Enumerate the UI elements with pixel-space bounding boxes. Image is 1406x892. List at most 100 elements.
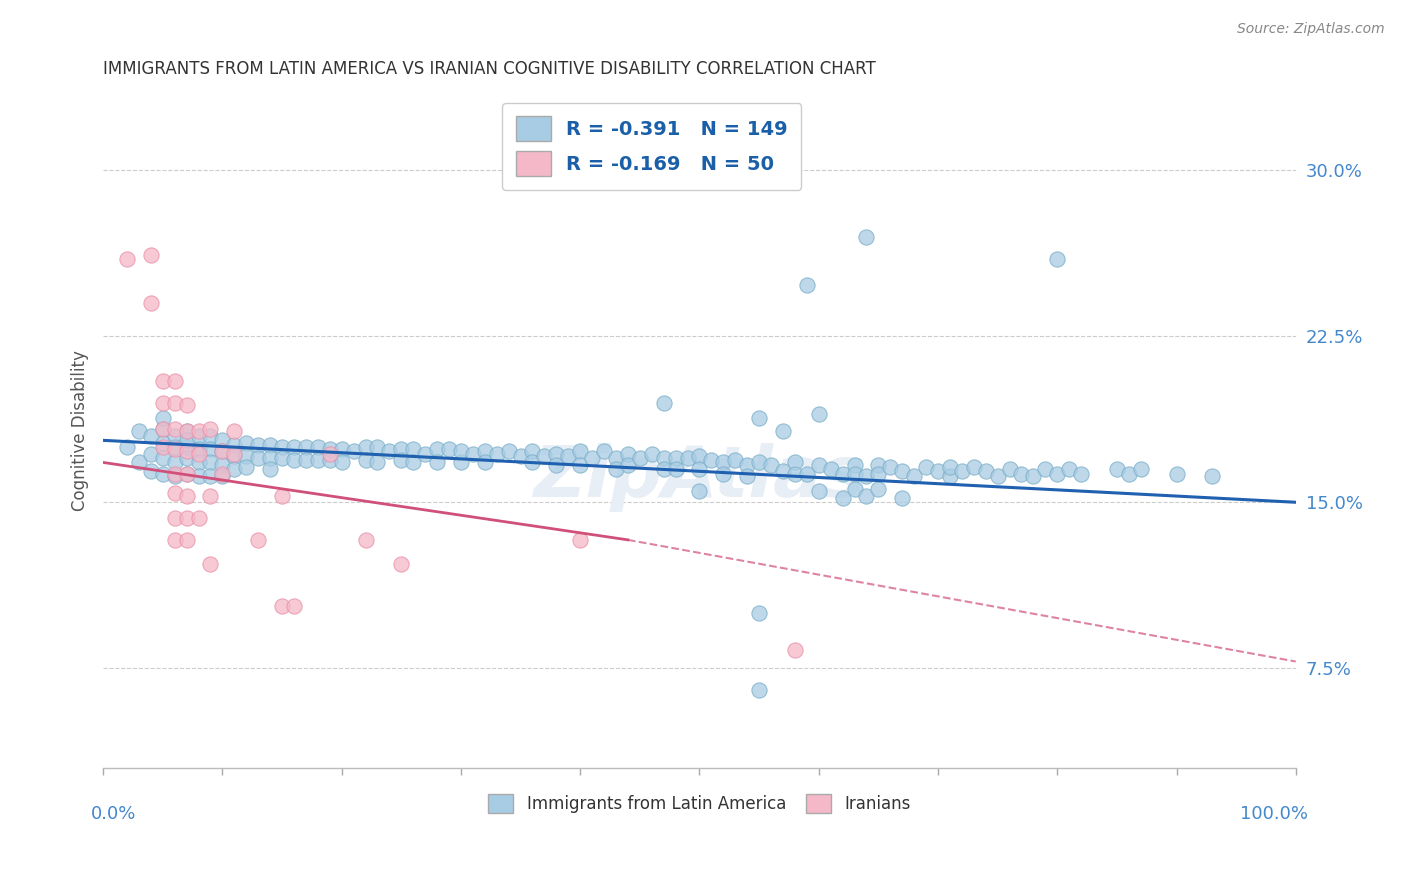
Point bbox=[783, 643, 806, 657]
Point bbox=[295, 440, 318, 454]
Point bbox=[688, 484, 710, 499]
Point bbox=[569, 458, 592, 472]
Point bbox=[354, 533, 377, 547]
Point bbox=[796, 467, 818, 481]
Y-axis label: Cognitive Disability: Cognitive Disability bbox=[72, 350, 89, 511]
Point bbox=[200, 558, 222, 572]
Point bbox=[735, 458, 758, 472]
Point bbox=[402, 442, 425, 457]
Point bbox=[200, 468, 222, 483]
Point bbox=[176, 533, 198, 547]
Point bbox=[366, 440, 388, 454]
Point bbox=[665, 450, 688, 465]
Point bbox=[187, 468, 209, 483]
Point bbox=[128, 425, 150, 439]
Point bbox=[176, 444, 198, 458]
Point bbox=[1046, 467, 1069, 481]
Point bbox=[211, 434, 233, 448]
Point bbox=[211, 444, 233, 458]
Point bbox=[259, 462, 281, 476]
Point bbox=[485, 447, 508, 461]
Point bbox=[855, 468, 877, 483]
Point bbox=[1033, 462, 1056, 476]
Point bbox=[152, 374, 174, 388]
Point bbox=[271, 450, 294, 465]
Point bbox=[998, 462, 1021, 476]
Point bbox=[247, 450, 270, 465]
Point bbox=[271, 440, 294, 454]
Point bbox=[569, 533, 592, 547]
Point bbox=[307, 453, 329, 467]
Point bbox=[378, 444, 401, 458]
Point bbox=[426, 455, 449, 469]
Point bbox=[152, 450, 174, 465]
Text: IMMIGRANTS FROM LATIN AMERICA VS IRANIAN COGNITIVE DISABILITY CORRELATION CHART: IMMIGRANTS FROM LATIN AMERICA VS IRANIAN… bbox=[103, 60, 876, 78]
Point bbox=[868, 458, 890, 472]
Point bbox=[950, 464, 973, 478]
Point bbox=[676, 450, 699, 465]
Point bbox=[879, 459, 901, 474]
Point bbox=[224, 449, 246, 463]
Point bbox=[152, 440, 174, 454]
Point bbox=[593, 444, 616, 458]
Point bbox=[259, 450, 281, 465]
Point bbox=[807, 458, 830, 472]
Point bbox=[796, 278, 818, 293]
Point bbox=[711, 467, 734, 481]
Point bbox=[413, 447, 436, 461]
Point bbox=[927, 464, 949, 478]
Point bbox=[187, 447, 209, 461]
Point bbox=[868, 482, 890, 496]
Point bbox=[987, 468, 1010, 483]
Point bbox=[211, 458, 233, 472]
Point bbox=[163, 429, 186, 443]
Point bbox=[163, 395, 186, 409]
Point bbox=[152, 395, 174, 409]
Point bbox=[295, 453, 318, 467]
Point bbox=[139, 464, 162, 478]
Point bbox=[176, 425, 198, 439]
Point bbox=[163, 422, 186, 436]
Point bbox=[963, 459, 986, 474]
Point bbox=[163, 442, 186, 457]
Point bbox=[569, 444, 592, 458]
Point bbox=[224, 438, 246, 452]
Point bbox=[176, 425, 198, 439]
Point bbox=[652, 395, 675, 409]
Point bbox=[200, 422, 222, 436]
Point bbox=[283, 599, 305, 614]
Point bbox=[247, 438, 270, 452]
Point bbox=[522, 444, 544, 458]
Point bbox=[891, 464, 914, 478]
Point bbox=[461, 447, 484, 461]
Point bbox=[605, 462, 627, 476]
Point bbox=[163, 440, 186, 454]
Point bbox=[176, 489, 198, 503]
Point bbox=[522, 455, 544, 469]
Point bbox=[354, 453, 377, 467]
Point bbox=[176, 467, 198, 481]
Point bbox=[533, 449, 555, 463]
Point bbox=[389, 558, 412, 572]
Point bbox=[807, 484, 830, 499]
Point bbox=[844, 467, 866, 481]
Point bbox=[115, 440, 138, 454]
Point bbox=[628, 450, 651, 465]
Point bbox=[152, 467, 174, 481]
Text: ZipAtlas: ZipAtlas bbox=[534, 443, 865, 512]
Point bbox=[498, 444, 520, 458]
Point bbox=[546, 447, 568, 461]
Point bbox=[235, 449, 257, 463]
Text: Source: ZipAtlas.com: Source: ZipAtlas.com bbox=[1237, 22, 1385, 37]
Point bbox=[224, 425, 246, 439]
Point bbox=[200, 429, 222, 443]
Point bbox=[235, 459, 257, 474]
Point bbox=[748, 606, 770, 620]
Point bbox=[187, 429, 209, 443]
Point bbox=[748, 411, 770, 425]
Point bbox=[115, 252, 138, 266]
Point bbox=[772, 425, 794, 439]
Point bbox=[139, 296, 162, 310]
Point bbox=[711, 455, 734, 469]
Point bbox=[617, 447, 640, 461]
